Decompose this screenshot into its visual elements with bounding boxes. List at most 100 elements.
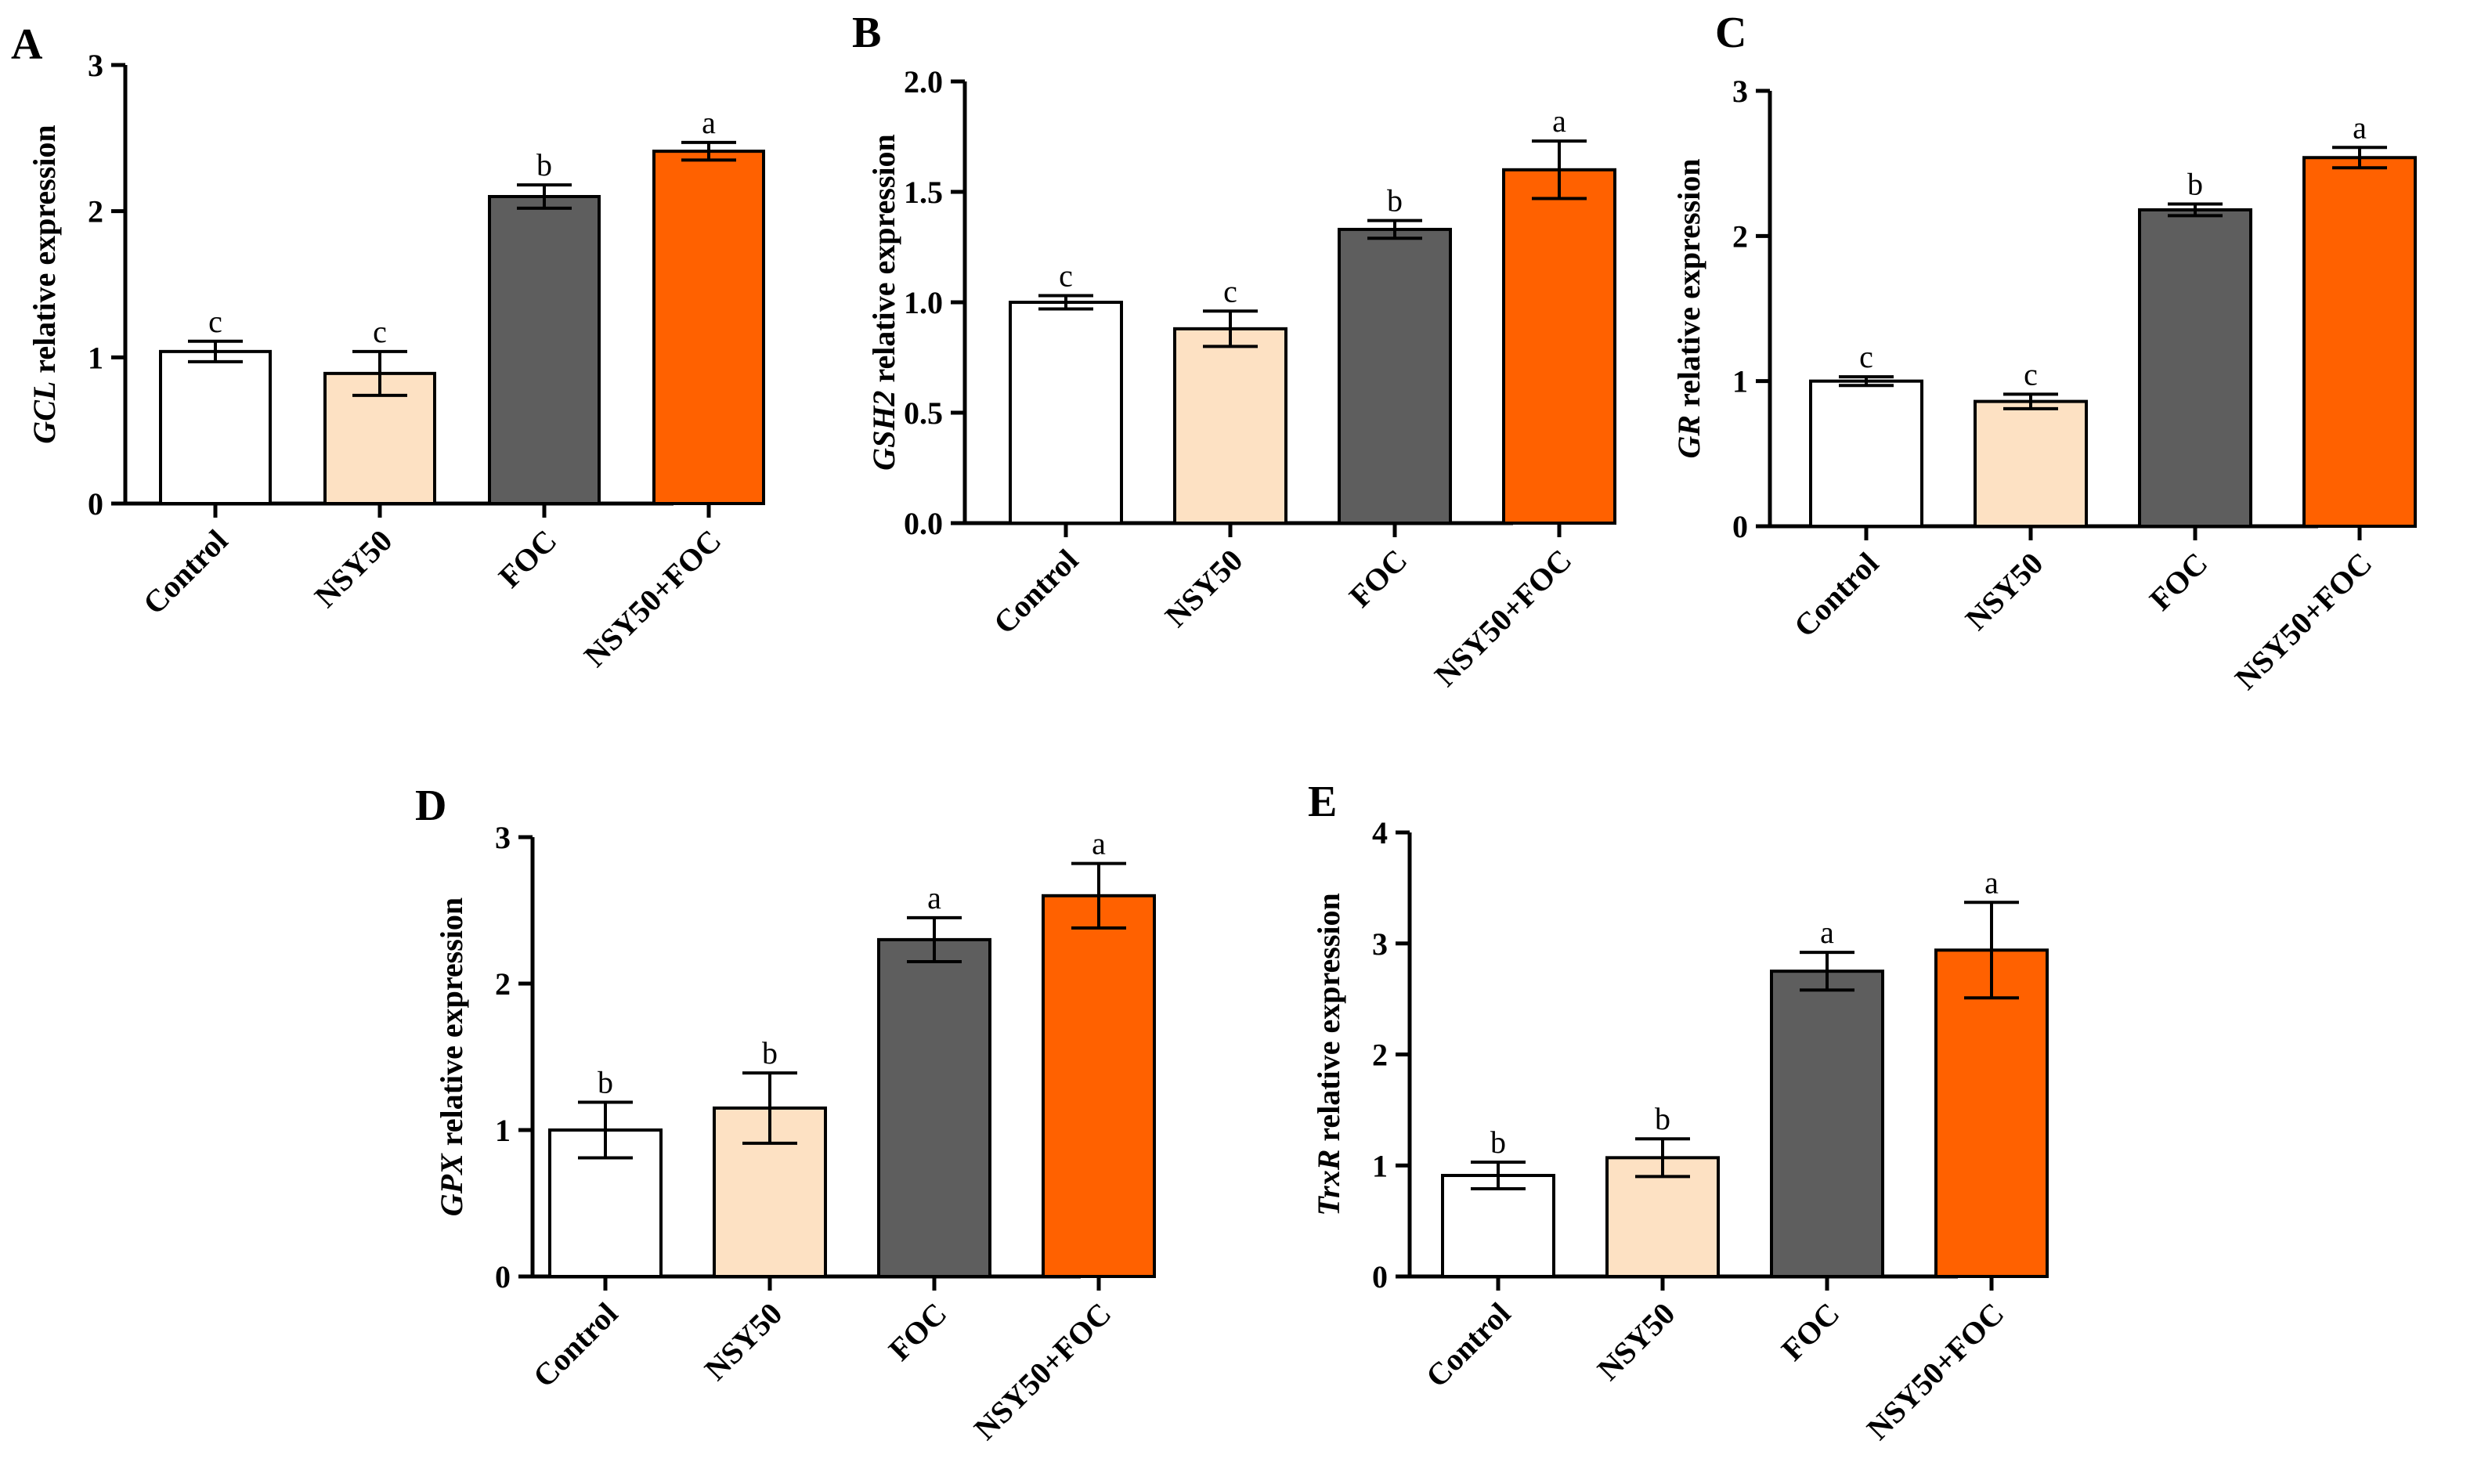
y-axis-label-gene: GCL	[27, 381, 62, 444]
significance-label: a	[702, 105, 716, 140]
y-axis-label-rest: relative expression	[866, 134, 901, 390]
panel-c: C 0 1 2 3 GR relative expression c Control c NSY5…	[1671, 9, 2417, 696]
y-axis-label-rest: relative expression	[1311, 893, 1346, 1149]
bar-foc	[488, 195, 601, 505]
bar-nsy50	[1974, 399, 2088, 529]
significance-label: a	[1984, 865, 1999, 900]
significance-label: b	[536, 147, 552, 182]
y-tick-label: 0	[1372, 1259, 1388, 1294]
error-bar	[1367, 218, 1422, 240]
y-tick-label: 0	[495, 1259, 511, 1294]
panel-e: E 0 1 2 3 4 TrxR relative expression b Control b N…	[1308, 778, 2049, 1447]
significance-label: c	[208, 304, 222, 339]
category-label: Control	[1787, 546, 1886, 645]
y-tick-label: 2	[1732, 218, 1748, 254]
y-tick-label: 1.0	[904, 285, 943, 320]
category-label: FOC	[2143, 546, 2215, 618]
category-label: NSY50	[308, 523, 399, 615]
category-label: NSY50	[698, 1296, 789, 1388]
y-axis-label: GCL relative expression	[27, 125, 62, 443]
error-bar	[1839, 375, 1894, 388]
y-tick-label: 0	[1732, 509, 1748, 544]
error-bar	[1635, 1137, 1690, 1179]
y-axis-label-rest: relative expression	[1671, 159, 1706, 415]
error-bar	[2332, 146, 2387, 170]
y-axis-label-gene: GSH2	[866, 391, 901, 471]
y-tick-label: 2	[1372, 1038, 1388, 1073]
y-axis-label: GR relative expression	[1671, 159, 1706, 459]
error-bar	[1203, 309, 1258, 348]
category-label: NSY50	[1959, 546, 2050, 637]
error-bar	[1071, 861, 1126, 930]
bar-nsy50	[1173, 327, 1287, 525]
significance-label: b	[762, 1035, 778, 1071]
category-label: FOC	[882, 1296, 954, 1368]
y-axis-label-gene: TrxR	[1311, 1150, 1346, 1216]
category-label: FOC	[1775, 1296, 1847, 1368]
y-tick-label: 1	[88, 340, 103, 375]
y-tick-label: 0.0	[904, 506, 943, 541]
y-tick-label: 2.0	[904, 64, 943, 99]
significance-label: c	[1059, 258, 1073, 294]
error-bar	[907, 915, 962, 963]
y-tick-label: 0	[88, 486, 103, 522]
category-label: Control	[526, 1296, 625, 1395]
error-bar	[1964, 901, 2019, 1000]
y-axis-label-rest: relative expression	[27, 125, 62, 381]
panel-letter: A	[11, 20, 43, 69]
y-tick-label: 1.5	[904, 175, 943, 210]
y-tick-label: 3	[88, 48, 103, 83]
panel-letter: C	[1715, 9, 1746, 57]
error-bar	[352, 349, 407, 397]
panel-d: D 0 1 2 3 GPX relative expression b Control b NSY…	[415, 782, 1156, 1446]
significance-label: a	[2353, 110, 2367, 145]
error-bar	[188, 339, 243, 363]
category-label: NSY50	[1158, 543, 1250, 634]
y-axis-label-rest: relative expression	[434, 897, 469, 1154]
bar-nsy50-foc	[652, 150, 765, 505]
significance-label: a	[1820, 915, 1834, 950]
bar-control	[1009, 301, 1123, 525]
error-bar	[578, 1100, 633, 1160]
error-bar	[1800, 951, 1854, 992]
category-label: NSY50+FOC	[1860, 1296, 2011, 1447]
significance-label: a	[1552, 103, 1566, 139]
bar-control	[1441, 1174, 1555, 1278]
panel-letter: D	[415, 782, 446, 830]
panel-letter: B	[852, 9, 881, 57]
panel-letter: E	[1308, 778, 1337, 826]
error-bar	[1038, 294, 1093, 311]
significance-label: c	[1223, 273, 1237, 309]
y-tick-label: 1	[1372, 1148, 1388, 1183]
bar-foc	[877, 937, 991, 1279]
significance-label: b	[1490, 1125, 1506, 1160]
significance-label: b	[1387, 183, 1403, 218]
error-bar	[1471, 1160, 1526, 1191]
significance-label: b	[2187, 167, 2203, 202]
error-bar	[742, 1071, 797, 1145]
error-bar	[1532, 139, 1587, 200]
y-tick-label: 0.5	[904, 395, 943, 431]
y-axis-label: GSH2 relative expression	[866, 134, 901, 471]
bar-nsy50-foc	[1502, 168, 1616, 525]
significance-label: c	[1859, 339, 1873, 374]
category-label: NSY50	[1591, 1296, 1682, 1388]
error-bar	[2168, 202, 2223, 218]
y-tick-label: 3	[495, 820, 511, 855]
significance-label: b	[1655, 1101, 1670, 1136]
error-bar	[517, 183, 572, 210]
significance-label: a	[1092, 826, 1106, 861]
bar-control	[159, 349, 272, 505]
y-axis-label: GPX relative expression	[434, 897, 469, 1216]
bar-nsy50-foc	[1042, 894, 1156, 1279]
error-bar	[2003, 392, 2058, 410]
y-tick-label: 2	[495, 966, 511, 1002]
y-axis-label-gene: GR	[1671, 415, 1706, 459]
bar-control	[1809, 379, 1923, 528]
category-label: FOC	[492, 523, 564, 595]
y-axis-label: TrxR relative expression	[1311, 893, 1346, 1216]
y-axis-label-gene: GPX	[434, 1153, 469, 1216]
category-label: NSY50+FOC	[577, 523, 728, 674]
